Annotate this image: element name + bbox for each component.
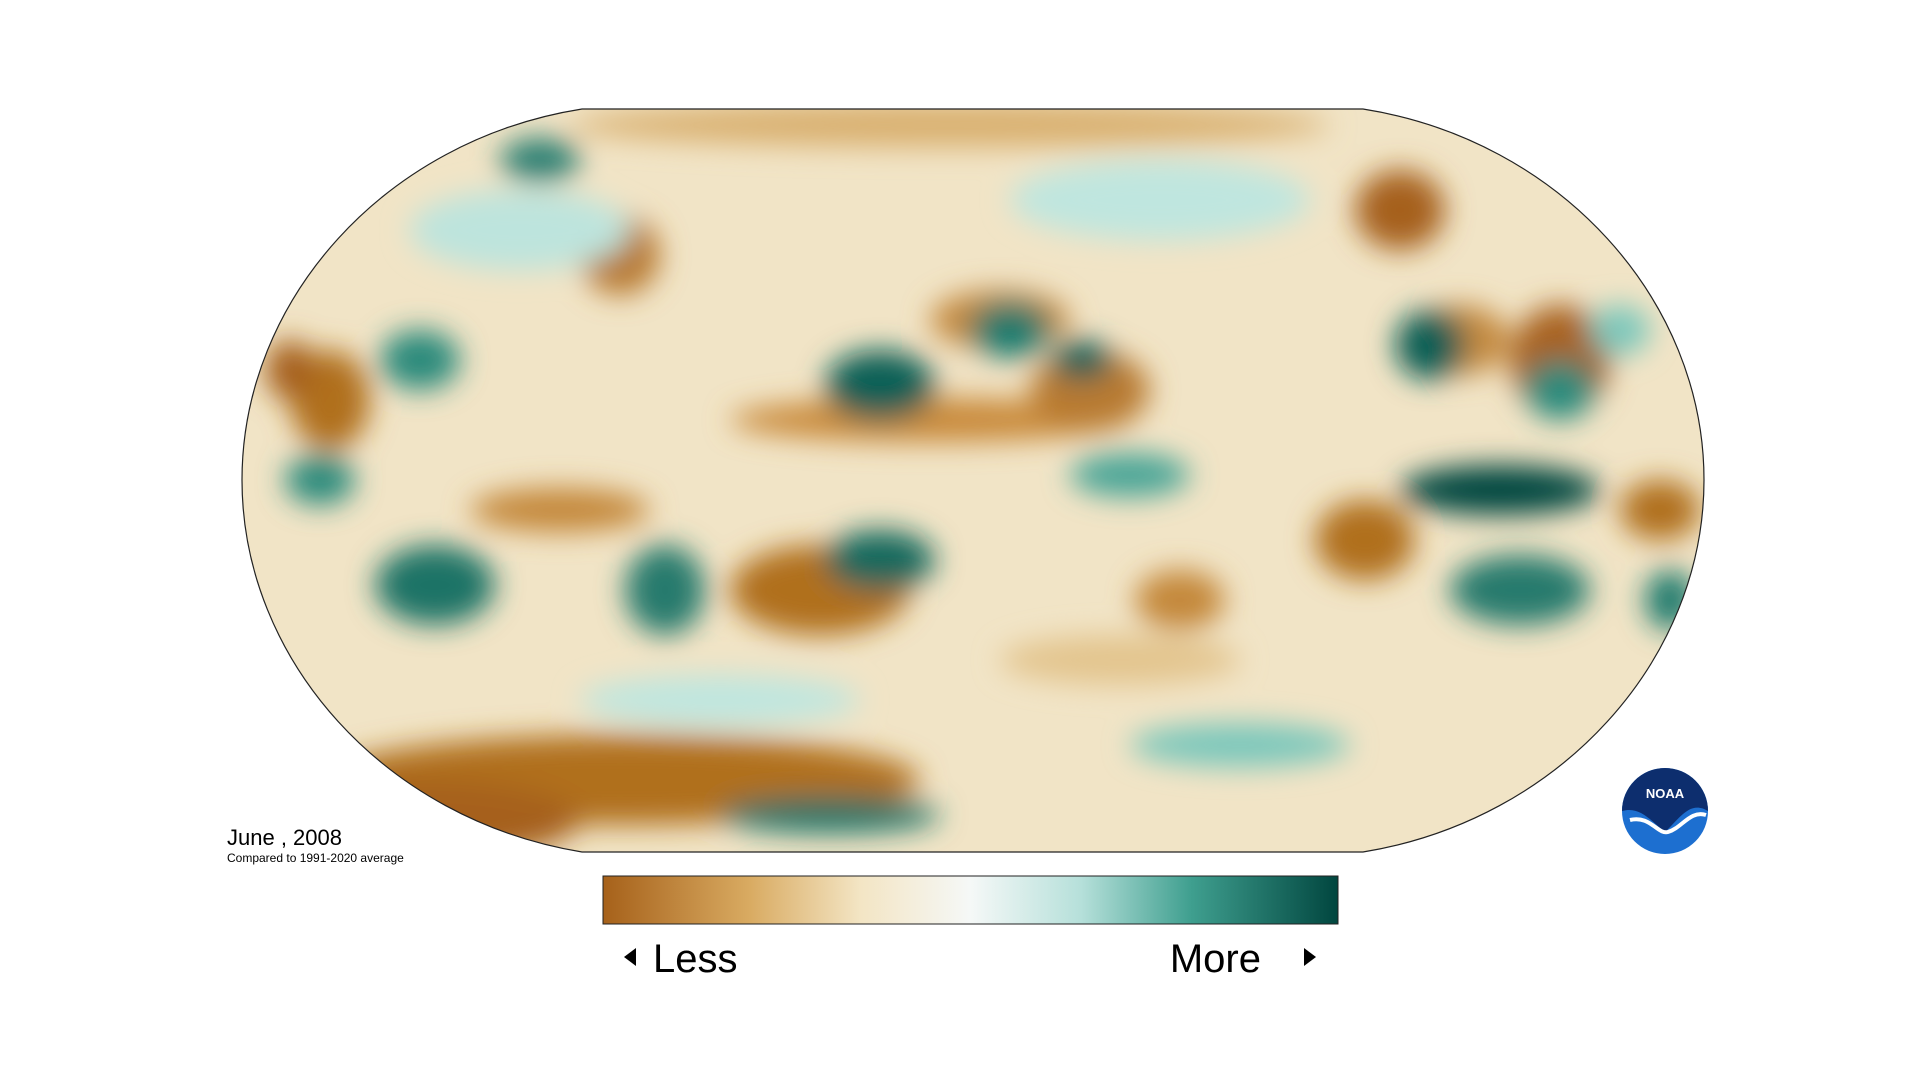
date-label: June , 2008: [227, 825, 342, 850]
logo-text: NOAA: [1646, 786, 1685, 801]
noaa-logo: NOAA: [1622, 768, 1708, 854]
map-field: [242, 109, 1704, 852]
more-arrow: [1304, 948, 1316, 966]
color-bar: [602, 875, 1339, 925]
legend-more: More: [1170, 937, 1261, 981]
subtitle: Compared to 1991-2020 average: [227, 851, 404, 865]
anomaly-patches: [260, 109, 1700, 852]
legend-less: Less: [653, 937, 738, 981]
less-arrow: [624, 948, 636, 966]
map-outline: [241, 108, 1705, 853]
